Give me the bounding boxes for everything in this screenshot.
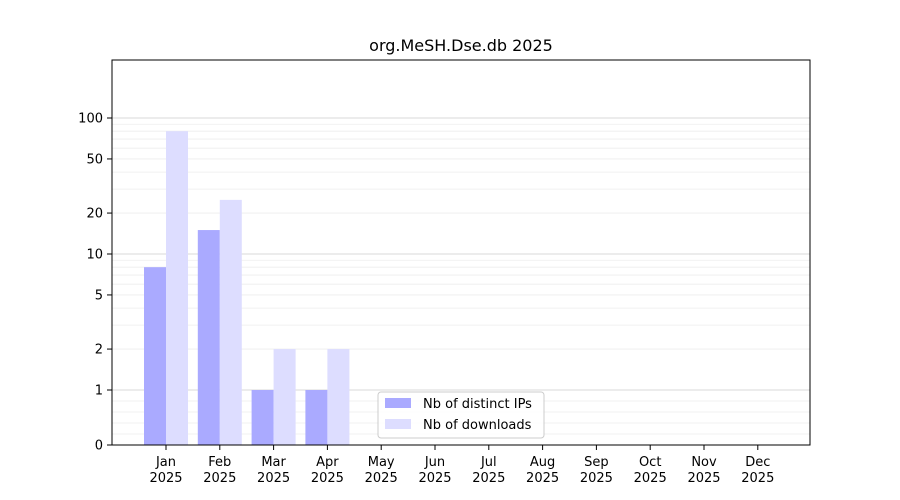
x-tick-label-month: Jun (424, 455, 445, 470)
x-tick-label-year: 2025 (741, 471, 774, 486)
x-tick-label-year: 2025 (365, 471, 398, 486)
x-tick-label-month: Feb (208, 455, 231, 470)
x-tick-label-month: Apr (316, 455, 339, 470)
y-tick-label: 1 (95, 384, 103, 399)
bar-nb-of-downloads-apr (327, 349, 350, 445)
y-tick-label: 100 (78, 112, 103, 127)
x-tick-label-month: Sep (584, 455, 609, 470)
legend: Nb of distinct IPs Nb of downloads (377, 391, 545, 439)
x-tick-label-month: Dec (745, 455, 770, 470)
bar-nb-of-distinct-ips-apr (305, 390, 328, 445)
bar-nb-of-downloads-jan (166, 131, 188, 446)
y-axis: 0 1 2 5 10 20 50 100 (78, 112, 112, 454)
x-tick-label-year: 2025 (149, 471, 182, 486)
x-tick-label-year: 2025 (418, 471, 451, 486)
chart-title: org.MeSH.Dse.db 2025 (369, 36, 553, 55)
legend-label-distinct-ips: Nb of distinct IPs (423, 397, 532, 412)
x-tick-label-year: 2025 (472, 471, 505, 486)
x-tick-label-year: 2025 (687, 471, 720, 486)
bar-nb-of-downloads-mar (273, 349, 296, 445)
legend-box (377, 391, 545, 439)
x-axis: Jan2025Feb2025Mar2025Apr2025May2025Jun20… (149, 445, 774, 486)
x-tick-label-month: Aug (530, 455, 555, 470)
legend-swatch-distinct-ips (385, 398, 411, 408)
x-tick-label-month: May (368, 455, 395, 470)
x-tick-label-year: 2025 (580, 471, 613, 486)
x-tick-label-month: Mar (261, 455, 286, 470)
plot-frame (111, 59, 811, 446)
x-tick-label-year: 2025 (311, 471, 344, 486)
x-tick-label-month: Jan (155, 455, 176, 470)
y-tick-label: 10 (86, 248, 103, 263)
y-tick-label: 5 (95, 288, 103, 303)
bars (144, 131, 350, 446)
x-tick-label-month: Jul (480, 455, 497, 470)
y-tick-label: 2 (95, 343, 103, 358)
legend-swatch-downloads (385, 419, 411, 429)
x-tick-label-month: Oct (639, 455, 661, 470)
bar-nb-of-downloads-feb (219, 199, 242, 445)
x-tick-label-year: 2025 (526, 471, 559, 486)
legend-label-downloads: Nb of downloads (423, 418, 532, 433)
x-tick-label-year: 2025 (257, 471, 290, 486)
bar-nb-of-distinct-ips-jan (144, 267, 166, 445)
y-tick-label: 50 (86, 152, 103, 167)
y-tick-label: 20 (86, 207, 103, 222)
bar-nb-of-distinct-ips-mar (251, 390, 274, 445)
x-tick-label-year: 2025 (634, 471, 667, 486)
x-tick-label-year: 2025 (203, 471, 236, 486)
x-tick-label-month: Nov (691, 455, 717, 470)
y-tick-label: 0 (95, 439, 103, 454)
bar-nb-of-distinct-ips-feb (197, 230, 220, 445)
